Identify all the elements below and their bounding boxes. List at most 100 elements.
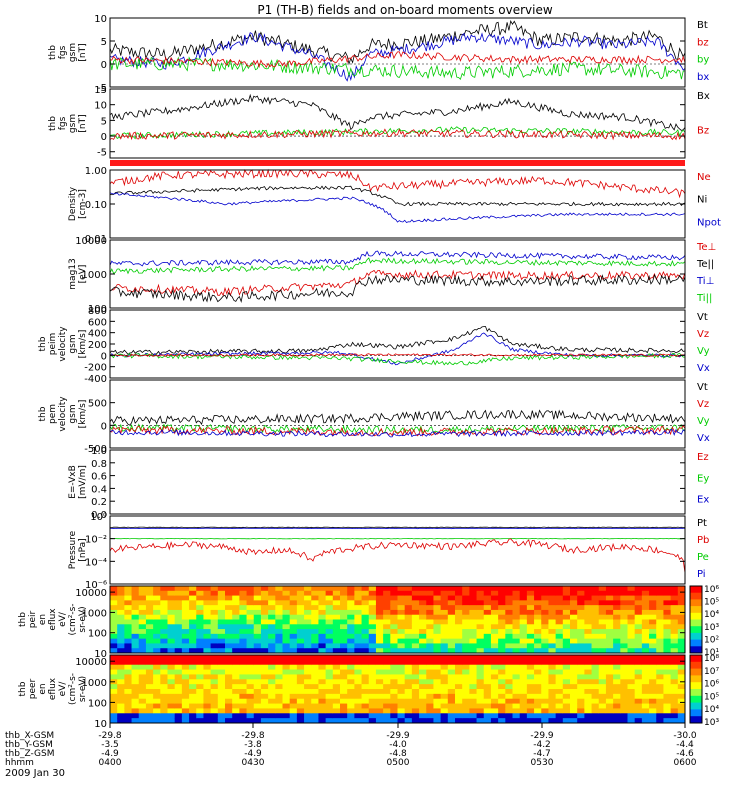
- spectrogram-cell: [498, 629, 506, 635]
- spectrogram-cell: [268, 669, 276, 675]
- spectrogram-cell: [469, 679, 478, 685]
- spectrogram-cell: [641, 648, 650, 654]
- spectrogram-cell: [577, 659, 585, 666]
- spectrogram-cell: [505, 609, 513, 616]
- spectrogram-cell: [562, 624, 571, 630]
- spectrogram-cell: [656, 698, 664, 705]
- spectrogram-cell: [383, 595, 391, 601]
- spectrogram-cell: [641, 600, 650, 606]
- spectrogram-cell: [620, 590, 628, 597]
- spectrogram-cell: [498, 659, 506, 666]
- spectrogram-cell: [253, 590, 262, 597]
- spectrogram-cell: [117, 679, 125, 685]
- spectrogram-cell: [332, 679, 341, 685]
- spectrogram-cell: [117, 669, 125, 675]
- spectrogram-cell: [613, 614, 621, 620]
- spectrogram-cell: [196, 689, 204, 695]
- spectrogram-cell: [620, 698, 628, 705]
- spectrogram-cell: [649, 684, 657, 690]
- spectrogram-cell: [548, 679, 557, 685]
- spectrogram-cell: [548, 698, 557, 705]
- spectrogram-cell: [440, 629, 449, 635]
- spectrogram-cell: [217, 713, 226, 719]
- spectrogram-cell: [512, 708, 521, 714]
- spectrogram-cell: [138, 718, 147, 724]
- spectrogram-cell: [268, 600, 276, 606]
- spectrogram-cell: [296, 664, 305, 671]
- spectrogram-cell: [260, 643, 269, 649]
- spectrogram-cell: [613, 698, 621, 705]
- spectrogram-cell: [325, 595, 334, 601]
- spectrogram-cell: [570, 633, 578, 640]
- spectrogram-cell: [526, 708, 535, 714]
- spectrogram-cell: [570, 586, 578, 592]
- spectrogram-cell: [469, 586, 478, 592]
- spectrogram-cell: [232, 624, 240, 630]
- spectrogram-cell: [498, 693, 506, 700]
- spectrogram-cell: [340, 684, 348, 690]
- spectrogram-cell: [455, 590, 463, 597]
- spectrogram-cell: [605, 689, 614, 695]
- y-label-line: sr-eV): [78, 676, 88, 702]
- spectrogram-cell: [217, 684, 226, 690]
- spectrogram-cell: [440, 674, 449, 680]
- spectrogram-cell: [455, 614, 463, 620]
- spectrogram-cell: [117, 713, 125, 719]
- spectrogram-cell: [124, 643, 133, 649]
- spectrogram-cell: [160, 648, 168, 654]
- spectrogram-cell: [440, 648, 449, 654]
- spectrogram-cell: [174, 633, 183, 640]
- spectrogram-cell: [555, 643, 564, 649]
- spectrogram-cell: [433, 629, 442, 635]
- spectrogram-cell: [613, 633, 621, 640]
- spectrogram-cell: [145, 655, 154, 661]
- spectrogram-cell: [174, 669, 183, 675]
- spectrogram-cell: [318, 684, 327, 690]
- spectrogram-cell: [663, 648, 672, 654]
- spectrogram-cell: [383, 605, 391, 611]
- spectrogram-cell: [483, 713, 492, 719]
- spectrogram-cell: [505, 648, 513, 654]
- spectrogram-cell: [570, 664, 578, 671]
- x-annotation-value: -4.8: [389, 749, 407, 759]
- spectrogram-cell: [433, 633, 442, 640]
- spectrogram-cell: [160, 698, 168, 705]
- series-line-red: [109, 128, 686, 141]
- spectrogram-cell: [124, 586, 133, 592]
- spectrogram-cell: [296, 655, 305, 661]
- spectrogram-cell: [246, 689, 255, 695]
- spectrogram-cell: [138, 595, 147, 601]
- spectrogram-cell: [189, 718, 197, 724]
- spectrogram-cell: [462, 605, 470, 611]
- spectrogram-cell: [246, 703, 255, 709]
- spectrogram-cell: [490, 684, 499, 690]
- legend-entry: Bx: [697, 91, 710, 102]
- y-tick-label: 0.0: [91, 510, 107, 521]
- spectrogram-cell: [145, 586, 154, 592]
- spectrogram-cell: [426, 689, 434, 695]
- y-label-line: (cm²-s-: [68, 673, 78, 705]
- spectrogram-cell: [404, 643, 413, 649]
- spectrogram-cell: [110, 655, 118, 661]
- spectrogram-cell: [289, 689, 298, 695]
- spectrogram-cell: [656, 713, 664, 719]
- y-tick-label: 600: [88, 317, 107, 328]
- spectrogram-cell: [490, 633, 499, 640]
- spectrogram-cell: [562, 614, 571, 620]
- colorbar-swatch: [690, 592, 702, 600]
- spectrogram-cell: [246, 693, 255, 700]
- spectrogram-cell: [318, 713, 327, 719]
- spectrogram-cell: [181, 638, 190, 644]
- spectrogram-cell: [649, 648, 657, 654]
- spectrogram-cell: [577, 655, 585, 661]
- spectrogram-cell: [268, 698, 276, 705]
- spectrogram-cell: [656, 648, 664, 654]
- spectrogram-cell: [519, 638, 528, 644]
- spectrogram-cell: [620, 713, 628, 719]
- spectrogram-cell: [404, 614, 413, 620]
- spectrogram-cell: [570, 600, 578, 606]
- spectrogram-cell: [677, 693, 686, 700]
- spectrogram-cell: [570, 689, 578, 695]
- spectrogram-cell: [577, 633, 585, 640]
